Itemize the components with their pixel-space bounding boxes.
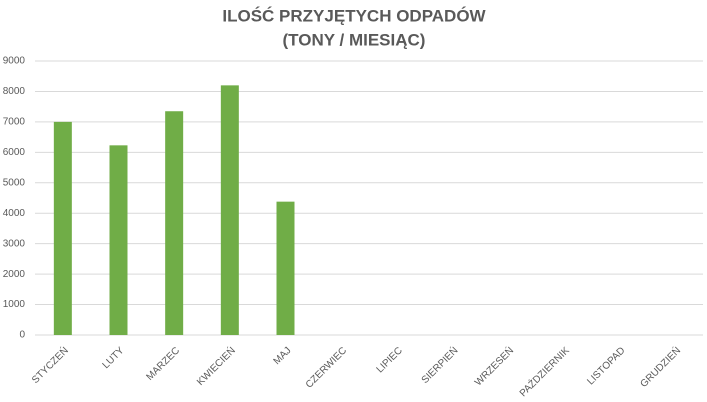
x-tick-label: LISTOPAD — [585, 345, 627, 387]
y-tick-label: 9000 — [3, 56, 26, 67]
bar — [165, 111, 184, 335]
y-tick-label: 0 — [19, 330, 25, 341]
chart-subtitle: (TONY / MIESIĄC) — [283, 30, 426, 49]
x-tick-label: SIERPIEŃ — [418, 344, 460, 386]
bar — [109, 145, 128, 335]
bar — [276, 201, 295, 335]
y-tick-label: 5000 — [3, 177, 26, 188]
x-tick-label: MARZEC — [145, 345, 183, 383]
x-tick-label: GRUDZIEŃ — [637, 344, 683, 390]
y-tick-label: 8000 — [3, 86, 26, 97]
x-tick-label: CZERWIEC — [304, 345, 349, 390]
x-tick-label: LIPIEC — [375, 345, 405, 375]
x-tick-label: LUTY — [101, 345, 127, 371]
y-tick-label: 1000 — [3, 299, 26, 310]
x-tick-label: WRZESEŃ — [472, 344, 517, 389]
x-tick-label: PAŹDZIERNIK — [516, 344, 572, 400]
x-tick-label: KWIECIEŃ — [194, 344, 238, 388]
x-tick-label: STYCZEŃ — [29, 344, 71, 386]
y-tick-label: 7000 — [3, 117, 26, 128]
y-tick-label: 4000 — [3, 208, 26, 219]
y-tick-label: 2000 — [3, 269, 26, 280]
bar — [53, 121, 72, 335]
bar — [220, 85, 239, 335]
x-tick-label: MAJ — [272, 345, 294, 367]
y-tick-label: 6000 — [3, 147, 26, 158]
chart-title: ILOŚĆ PRZYJĘTYCH ODPADÓW — [222, 6, 486, 25]
y-tick-label: 3000 — [3, 238, 26, 249]
